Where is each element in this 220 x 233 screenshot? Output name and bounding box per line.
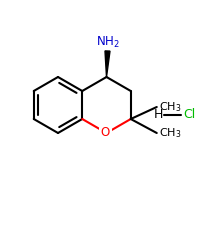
Text: Cl: Cl bbox=[183, 109, 195, 121]
Text: CH$_3$: CH$_3$ bbox=[159, 100, 181, 114]
Polygon shape bbox=[105, 51, 110, 77]
Text: O: O bbox=[101, 127, 110, 140]
Text: H: H bbox=[154, 109, 163, 121]
Text: CH$_3$: CH$_3$ bbox=[159, 126, 181, 140]
Text: NH$_2$: NH$_2$ bbox=[96, 35, 119, 50]
